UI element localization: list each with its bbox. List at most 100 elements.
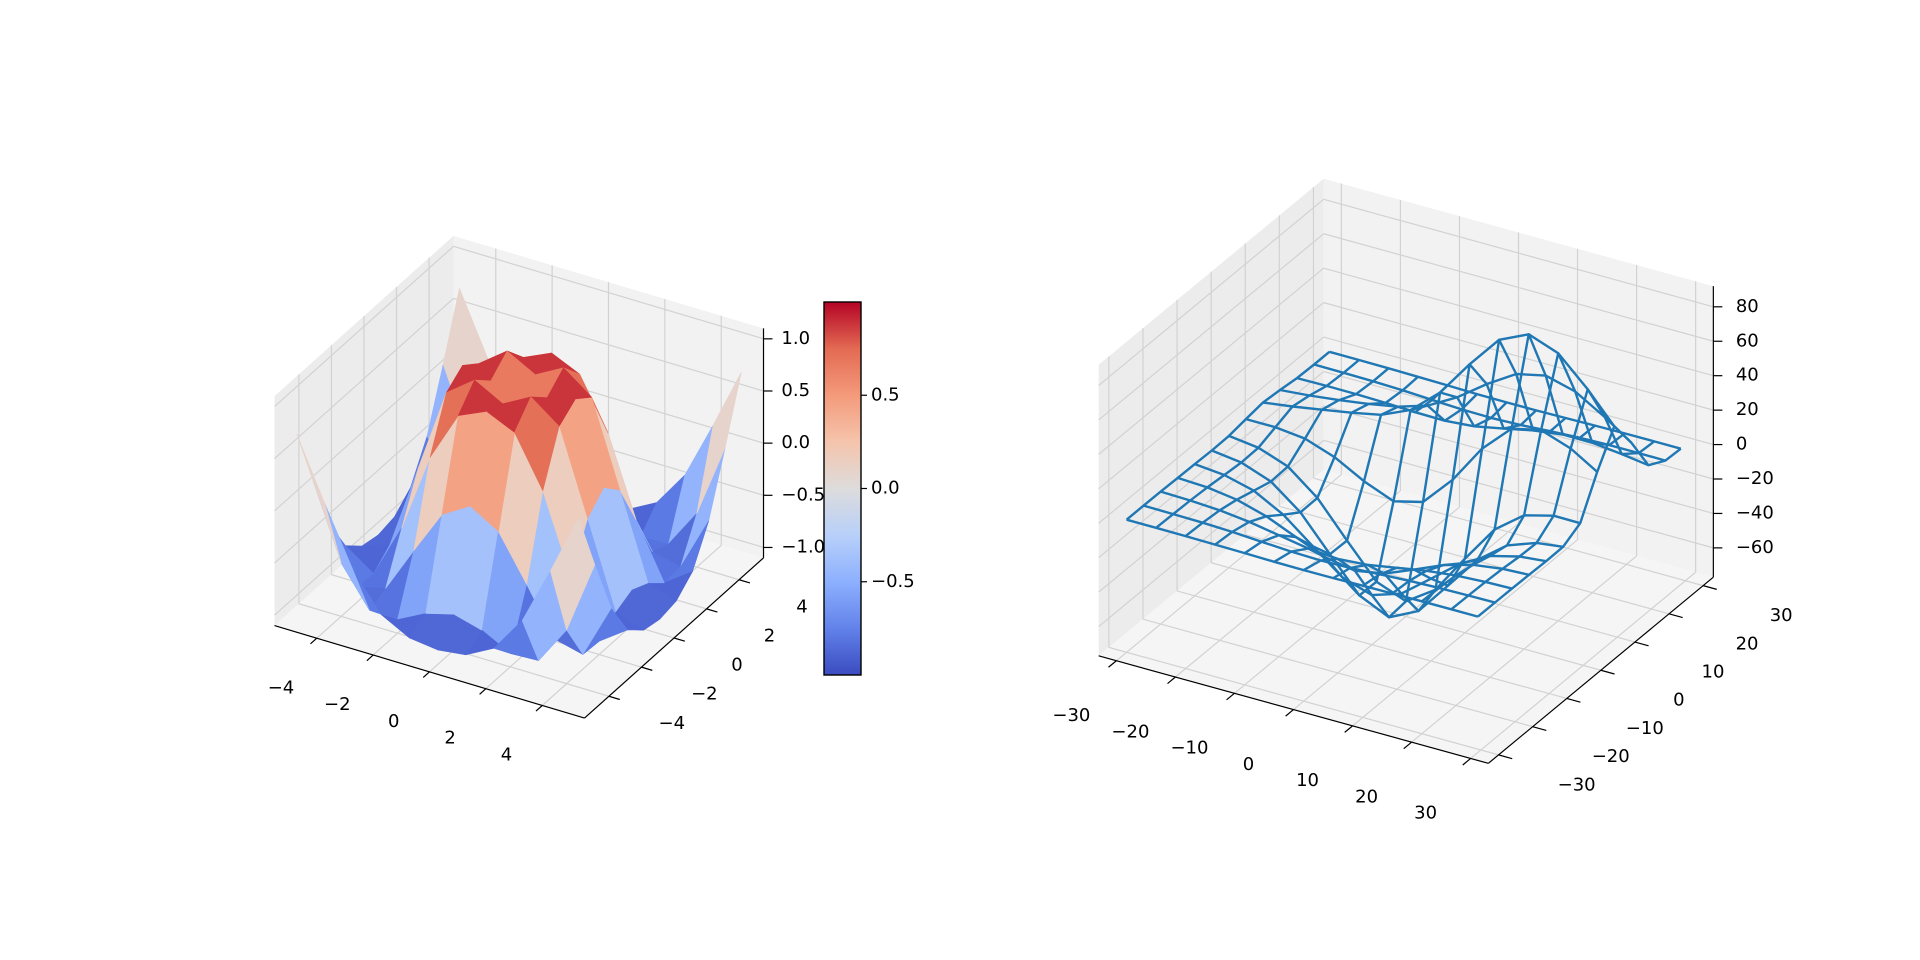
tick-mark — [1403, 741, 1412, 750]
tick-mark — [1344, 725, 1353, 733]
grid-line — [1313, 477, 1704, 587]
wire-column — [1362, 338, 1567, 587]
tick-mark — [1566, 697, 1581, 703]
wire-column — [1391, 333, 1596, 595]
y-tick-label: 0 — [731, 655, 742, 676]
grid-line — [1323, 198, 1714, 308]
grid-line — [1108, 646, 1499, 756]
x-tick-label: −4 — [268, 677, 295, 698]
z-tick-label: −1.0 — [781, 536, 825, 557]
y-tick-label: 20 — [1736, 633, 1759, 654]
tick-mark — [738, 579, 751, 584]
x-tick-label: 2 — [444, 728, 455, 749]
z-tick-label: 1.0 — [781, 328, 810, 349]
x-tick-label: 30 — [1414, 803, 1437, 824]
surface-patch — [514, 396, 560, 492]
y-tick-label: 0 — [1673, 690, 1684, 711]
tick-mark — [535, 705, 543, 712]
x-axis-line — [274, 625, 585, 719]
tick-mark — [422, 671, 430, 678]
grid-line — [274, 350, 454, 512]
grid-line — [1098, 302, 1325, 490]
y-tick-label: 2 — [764, 625, 775, 646]
z-tick-label: −0.5 — [781, 484, 825, 505]
z-tick-label: 0.0 — [781, 432, 810, 453]
grid-line — [453, 245, 764, 340]
z-tick-label: −20 — [1736, 468, 1774, 489]
tick-mark — [673, 637, 686, 642]
x-tick-label: −2 — [324, 694, 351, 715]
z-tick-label: 60 — [1736, 330, 1759, 351]
tick-mark — [1702, 585, 1717, 590]
x-tick-label: 0 — [1243, 754, 1254, 775]
colorbar-tick-label: −0.5 — [871, 571, 915, 592]
grid-line — [274, 402, 454, 564]
grid-line — [1098, 371, 1325, 559]
wire-column — [1184, 367, 1390, 538]
x-tick-label: 20 — [1355, 786, 1378, 807]
x-tick-label: 0 — [388, 711, 399, 732]
tick-mark — [1285, 709, 1294, 717]
grid-line — [1098, 336, 1325, 524]
wire-column — [1303, 391, 1508, 619]
grid-line — [274, 245, 454, 407]
tick-mark — [310, 637, 318, 645]
z-tick-label: 40 — [1736, 365, 1759, 386]
tick-mark — [1498, 754, 1513, 760]
tick-mark — [479, 688, 487, 695]
grid-line — [274, 298, 454, 460]
grid-line — [453, 297, 764, 392]
wire-column — [1450, 388, 1655, 611]
tick-mark — [641, 666, 653, 671]
tick-mark — [1532, 726, 1547, 732]
y-tick-label: −20 — [1592, 746, 1630, 767]
grid-line — [1176, 590, 1567, 700]
x-tick-label: 10 — [1296, 770, 1319, 791]
wire-column — [1214, 375, 1419, 546]
grid-line — [1098, 198, 1325, 386]
y-tick-label: 30 — [1770, 605, 1793, 626]
y-tick-label: −30 — [1558, 774, 1596, 795]
grid-line — [1210, 562, 1602, 671]
z-tick-label: 80 — [1736, 296, 1759, 317]
wire-column — [1477, 425, 1682, 618]
colorbar-tick-label: 0.5 — [871, 384, 900, 405]
wire-column — [1244, 384, 1449, 556]
wireframe-axes: −30 −20 −10 0 10 20 30 −30 −20 −10 0 10 20 30 −60 −40 −2… — [1052, 178, 1793, 824]
tick-mark — [366, 654, 374, 662]
y-tick-label: 4 — [796, 596, 807, 617]
tick-mark — [1167, 676, 1176, 684]
y-tick-label: −10 — [1626, 718, 1664, 739]
z-tick-label: 20 — [1736, 399, 1759, 420]
wire-column — [1273, 393, 1478, 597]
wire-column — [1155, 359, 1360, 529]
tick-mark — [706, 608, 718, 613]
grid-line — [1323, 267, 1714, 377]
surface-patch — [696, 371, 742, 514]
tick-mark — [608, 695, 620, 701]
y-tick-label: −2 — [691, 684, 718, 705]
surface-patch — [550, 517, 596, 631]
grid-line — [1098, 439, 1325, 628]
surface-patch — [296, 433, 342, 564]
grid-line — [1142, 618, 1533, 728]
y-tick-label: 10 — [1702, 661, 1725, 682]
grid-line — [1323, 405, 1714, 515]
wire-column — [1421, 352, 1626, 603]
z-tick-label: −60 — [1736, 537, 1774, 558]
tick-mark — [1668, 613, 1683, 619]
z-tick-label: 0 — [1736, 434, 1747, 455]
tick-mark — [1462, 757, 1472, 766]
tick-mark — [1108, 660, 1117, 668]
tick-mark — [1634, 641, 1649, 647]
grid-line — [1323, 233, 1714, 342]
grid-line — [1323, 302, 1714, 411]
colorbar-tick-label: 0.0 — [871, 478, 900, 499]
x-tick-label: −30 — [1052, 705, 1090, 726]
z-tick-label: −40 — [1736, 502, 1774, 523]
colorbar: −0.5 0.0 0.5 — [823, 301, 915, 676]
tick-mark — [1600, 669, 1615, 675]
